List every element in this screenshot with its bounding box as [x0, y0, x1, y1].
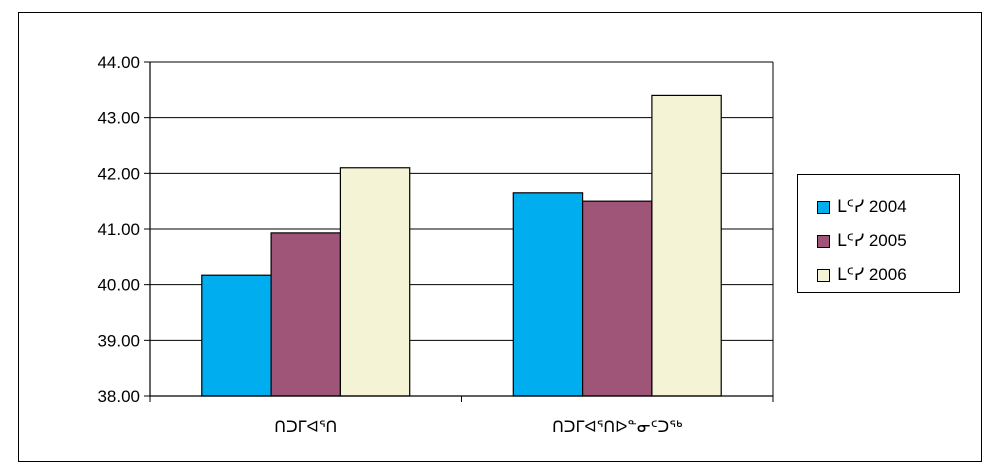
legend-label: ᒪᑦᓯ 2006 — [837, 265, 907, 284]
legend-swatch — [817, 268, 830, 282]
bar — [651, 94, 722, 397]
chart-frame: 38.00 39.00 40.00 41.00 42.00 43.00 44.00 ᑎᑐᒥᐊᕐ… — [18, 12, 982, 462]
axis-labels: 38.00 39.00 40.00 41.00 42.00 43.00 44.00 ᑎᑐᒥᐊᕐ… — [97, 53, 682, 436]
bar — [270, 232, 342, 397]
bar — [339, 167, 411, 397]
legend-swatch — [817, 200, 830, 214]
legend-item: ᒪᑦᓯ 2006 — [798, 258, 959, 292]
legend-swatch — [817, 234, 830, 248]
bar — [581, 200, 653, 397]
y-tick-label: 42.00 — [97, 164, 140, 183]
y-tick-label: 44.00 — [97, 53, 140, 72]
y-tick-label: 40.00 — [97, 276, 140, 295]
legend-item: ᒪᑦᓯ 2005 — [798, 224, 959, 258]
y-tick-label: 39.00 — [97, 331, 140, 350]
x-tick-label: ᑎᑐᒥᐊᕐᑎᐅᓐᓂᑦᑐᖅ — [552, 419, 682, 436]
legend-label: ᒪᑦᓯ 2004 — [837, 197, 907, 216]
y-tick-label: 41.00 — [97, 220, 140, 239]
y-tick-label: 38.00 — [97, 387, 140, 406]
axes — [144, 61, 774, 402]
legend: ᒪᑦᓯ 2004 ᒪᑦᓯ 2005 ᒪᑦᓯ 2006 — [797, 174, 960, 293]
x-tick-label: ᑎᑐᒥᐊᕐᑎ — [274, 419, 337, 436]
legend-item: ᒪᑦᓯ 2004 — [798, 190, 959, 224]
bar-chart: 38.00 39.00 40.00 41.00 42.00 43.00 44.00 ᑎᑐᒥᐊᕐ… — [97, 53, 774, 436]
legend-label: ᒪᑦᓯ 2005 — [837, 231, 907, 250]
bars — [201, 94, 722, 397]
bar — [512, 192, 584, 397]
y-tick-label: 43.00 — [97, 109, 140, 128]
bar — [201, 274, 272, 397]
